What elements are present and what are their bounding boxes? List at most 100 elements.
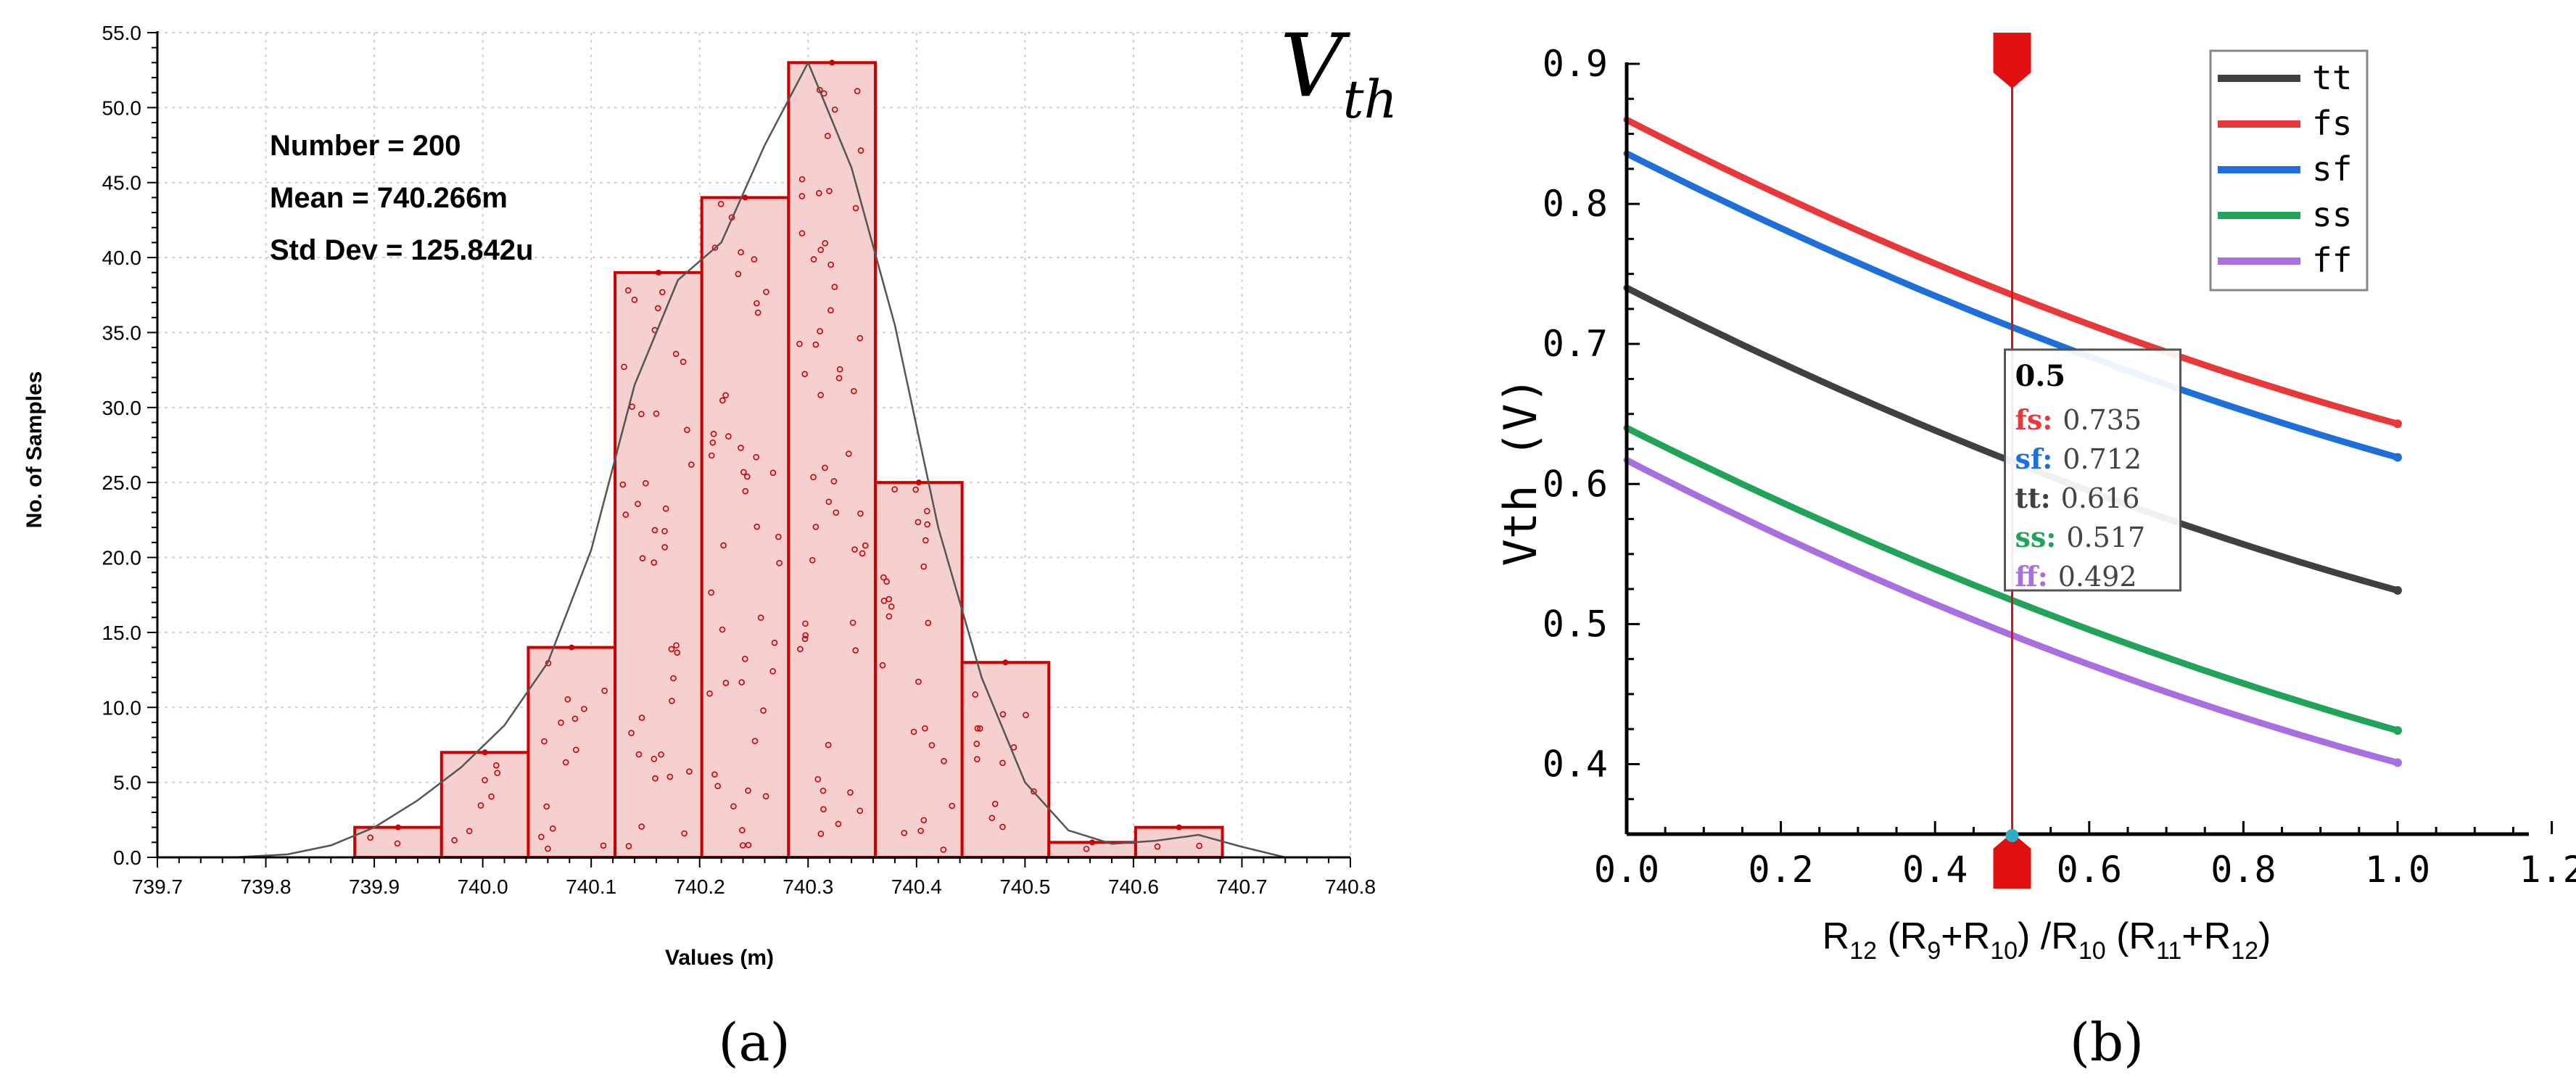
x-label-subscript: 9: [1927, 937, 1941, 965]
stat-mean: Mean = 740.266m: [270, 182, 508, 214]
sample-point: [973, 741, 981, 747]
sample-point: [1023, 712, 1029, 719]
sample-point: [817, 831, 825, 837]
sample-point: [859, 550, 866, 557]
bar-top-marker: [1002, 659, 1009, 666]
histogram-y-tick-label: 55.0: [102, 22, 142, 44]
histogram-sample-points: [367, 59, 1202, 853]
sample-point: [973, 756, 981, 763]
sample-point: [835, 820, 842, 828]
sample-point: [846, 450, 852, 457]
sample-point: [836, 366, 843, 373]
sample-point: [725, 433, 732, 440]
sample-point: [549, 825, 556, 832]
sample-point: [775, 533, 782, 540]
cursor-readout-name: fs: [2015, 403, 2043, 436]
series-end-marker-tt: [2393, 586, 2402, 595]
sample-point: [738, 445, 744, 451]
sample-point: [827, 261, 834, 268]
sample-point: [851, 387, 857, 395]
sample-point: [684, 426, 690, 434]
sample-point: [776, 559, 783, 566]
sample-point: [482, 777, 488, 783]
sample-point: [639, 555, 646, 561]
line-x-tick-label: 0.2: [1748, 849, 1813, 891]
histogram-y-tick-label: 0.0: [113, 846, 141, 869]
sample-point: [771, 639, 778, 646]
sample-point: [601, 687, 608, 694]
bar-top-marker: [482, 749, 488, 756]
sample-point: [974, 725, 981, 732]
sample-point: [812, 524, 820, 530]
sample-point: [1031, 788, 1037, 795]
sample-point: [1154, 843, 1161, 850]
sample-point: [796, 340, 803, 347]
sample-point: [754, 309, 761, 316]
sample-point: [810, 256, 817, 263]
legend-label-ss: ss: [2312, 195, 2352, 234]
line-y-tick-label: 0.4: [1543, 743, 1608, 785]
sample-point: [466, 828, 473, 835]
sample-point: [655, 305, 661, 312]
histogram-x-tick-label: 739.8: [241, 875, 292, 898]
sample-point: [572, 746, 579, 754]
sample-point: [706, 690, 713, 697]
sample-point: [652, 775, 659, 782]
cursor-readout-separator: :: [2046, 521, 2056, 553]
sample-point: [880, 574, 887, 581]
histogram-bar: [700, 196, 790, 859]
corner-label-main: V: [1280, 16, 1350, 117]
sample-point: [745, 787, 751, 794]
line-x-tick-label: 0.4: [1902, 849, 1968, 891]
line-chart-y-ticks: 0.4 0.5 0.6 0.7 0.8 0.9: [1543, 43, 1640, 836]
sample-point: [708, 452, 715, 459]
sample-point: [886, 613, 893, 620]
line-chart-panel: 0.0 0.2 0.4 0.6 0.8 1.0 1.2 0.4 0.5 0.6 0.7 0.8 0.9…: [1494, 33, 2576, 1073]
line-chart-x-axis-title: R12 (R9+R10) /R10 (R11+R12): [1822, 915, 2271, 965]
histogram-y-tick-label: 10.0: [102, 696, 142, 719]
sample-point: [915, 519, 922, 526]
cursor-readout-name: ff: [2015, 560, 2040, 593]
line-x-tick-label: 0.6: [2057, 849, 2122, 891]
sample-point: [879, 662, 886, 669]
stat-std-dev: Std Dev = 125.842u: [270, 234, 534, 266]
sample-point: [991, 800, 999, 807]
cursor-readout-name: tt: [2015, 482, 2042, 514]
sample-point: [686, 768, 693, 775]
sample-point: [751, 256, 758, 263]
sample-point: [888, 603, 895, 610]
stat-number: Number = 200: [270, 130, 461, 162]
cursor-readout-value: 0.712: [2063, 443, 2142, 475]
line-x-tick-label: 0.8: [2210, 849, 2276, 891]
sample-point: [717, 200, 724, 207]
sample-point: [635, 500, 641, 508]
sample-point: [681, 830, 688, 837]
bar-top-marker: [395, 824, 401, 831]
sample-point: [883, 578, 890, 585]
sample-point: [901, 830, 908, 836]
sample-point: [674, 649, 680, 656]
cursor-readout-name: ss: [2015, 521, 2047, 553]
sample-point: [638, 714, 645, 721]
sample-point: [653, 410, 660, 417]
cursor-readout-separator: :: [2042, 403, 2052, 436]
cursor-readout-value: 0.616: [2061, 482, 2140, 514]
sample-point: [581, 706, 587, 712]
histogram-y-ticks: 0.0 5.0 10.0 15.0 20.0 25.0 30.0 35.0 40.0 45.0 50…: [102, 22, 157, 869]
sample-point: [924, 508, 930, 515]
sample-point: [1196, 842, 1202, 849]
histogram-x-tick-label: 740.2: [674, 875, 725, 898]
cursor-readout-separator: :: [2038, 560, 2048, 593]
sample-point: [451, 837, 458, 844]
sample-point: [739, 842, 746, 849]
sample-point: [797, 646, 804, 653]
cursor-readout-row: ff: 0.492: [2015, 560, 2137, 593]
sample-point: [673, 642, 680, 649]
sample-point: [659, 289, 666, 296]
cursor-readout-value: 0.735: [2063, 404, 2142, 436]
sample-point: [661, 544, 668, 551]
histogram-x-tick-label: 740.0: [458, 875, 508, 898]
sample-point: [988, 815, 996, 822]
x-label-text: (R: [2106, 915, 2156, 957]
histogram-bar: [353, 825, 443, 859]
